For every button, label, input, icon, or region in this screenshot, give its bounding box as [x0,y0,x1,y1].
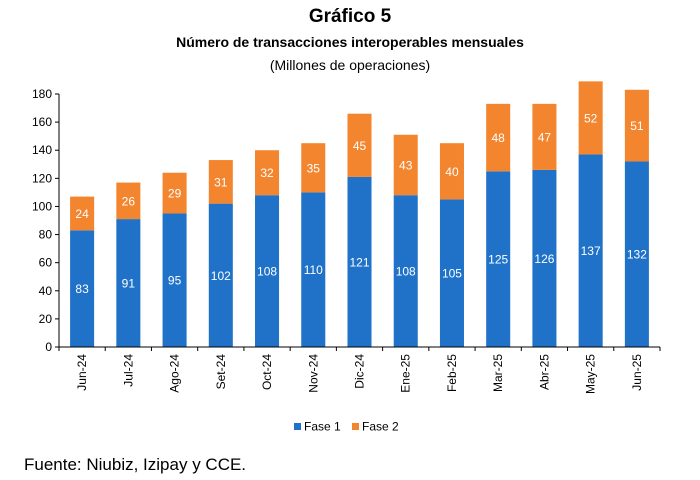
data-label: 108 [257,265,277,279]
bar-fase2-mar-25 [486,103,511,172]
y-tick-label: 0 [45,340,52,354]
data-label: 125 [488,253,508,267]
bar-fase1-may-25 [578,154,603,347]
legend-label-fase2: Fase 2 [362,420,399,434]
y-tick-label: 20 [39,312,53,326]
legend-swatch-fase1 [294,423,301,430]
data-label: 52 [584,111,598,125]
bar-fase2-jul-24 [116,182,141,220]
data-label: 26 [122,194,136,208]
data-label: 108 [396,265,416,279]
x-tick-label: Set-24 [214,354,228,390]
data-label: 91 [122,277,136,291]
bar-fase1-abr-25 [532,169,557,347]
x-tick-label: Dic-24 [353,354,367,389]
x-tick-label: Ene-25 [399,354,413,393]
bar-fase2-oct-24 [255,150,280,196]
bar-fase2-ago-24 [162,172,187,214]
data-label: 43 [399,158,413,172]
y-tick-label: 60 [39,256,53,270]
x-tick-label: Jul-24 [121,354,135,387]
x-tick-label: Ago-24 [168,354,182,393]
y-tick-label: 180 [32,87,52,101]
x-tick-label: Abr-25 [537,354,551,390]
legend-swatch-fase2 [352,423,359,430]
chart-subtitle: Número de transacciones interoperables m… [176,34,524,50]
x-tick-label: May-25 [584,354,598,394]
data-label: 137 [581,244,601,258]
bar-fase2-may-25 [578,81,603,155]
bar-fase1-dic-24 [347,176,372,347]
x-tick-label: Jun-24 [75,354,89,391]
y-tick-label: 120 [32,171,52,185]
data-label: 45 [353,139,367,153]
data-label: 31 [214,175,228,189]
bar-fase2-jun-24 [70,196,95,231]
data-label: 47 [538,130,552,144]
data-label: 51 [630,119,644,133]
data-label: 48 [492,131,506,145]
data-label: 132 [627,248,647,262]
data-label: 95 [168,274,182,288]
data-label: 110 [304,263,323,277]
data-label: 102 [211,269,231,283]
x-tick-label: Mar-25 [491,354,505,392]
bar-fase1-set-24 [208,203,233,347]
bar-fase1-mar-25 [486,171,511,347]
bar-fase1-ene-25 [393,195,418,347]
data-label: 121 [349,255,369,269]
data-label: 83 [75,282,89,296]
chart-units: (Millones de operaciones) [269,57,431,73]
bar-fase1-jul-24 [116,219,141,347]
bar-fase1-jun-24 [70,230,95,347]
data-label: 40 [445,165,459,179]
bar-fase1-nov-24 [301,192,326,347]
x-tick-label: Oct-24 [260,354,274,390]
bar-fase1-jun-25 [624,161,649,347]
data-label: 24 [75,207,89,221]
data-label: 105 [442,267,462,281]
y-tick-label: 80 [39,228,53,242]
y-tick-label: 160 [32,115,52,129]
data-label: 29 [168,187,182,201]
bar-fase2-feb-25 [439,143,464,200]
x-tick-label: Nov-24 [306,354,320,393]
source-note: Fuente: Niubiz, Izipay y CCE. [24,455,247,474]
data-label: 35 [307,161,321,175]
y-tick-label: 140 [32,143,52,157]
bar-fase2-abr-25 [532,103,557,170]
bar-fase2-nov-24 [301,143,326,193]
bar-fase1-oct-24 [255,195,280,347]
bar-fase2-jun-25 [624,89,649,162]
legend-label-fase1: Fase 1 [304,420,341,434]
data-label: 32 [260,166,274,180]
bar-fase2-set-24 [208,160,233,204]
y-tick-label: 40 [39,284,53,298]
bar-fase1-ago-24 [162,213,187,347]
data-label: 126 [534,252,554,266]
chart-title: Gráfico 5 [308,6,392,27]
bar-fase2-ene-25 [393,134,418,196]
bar-fase1-feb-25 [439,199,464,347]
x-tick-label: Feb-25 [445,354,459,392]
y-tick-label: 100 [32,199,52,213]
bar-fase2-dic-24 [347,113,372,177]
x-tick-label: Jun-25 [630,354,644,391]
